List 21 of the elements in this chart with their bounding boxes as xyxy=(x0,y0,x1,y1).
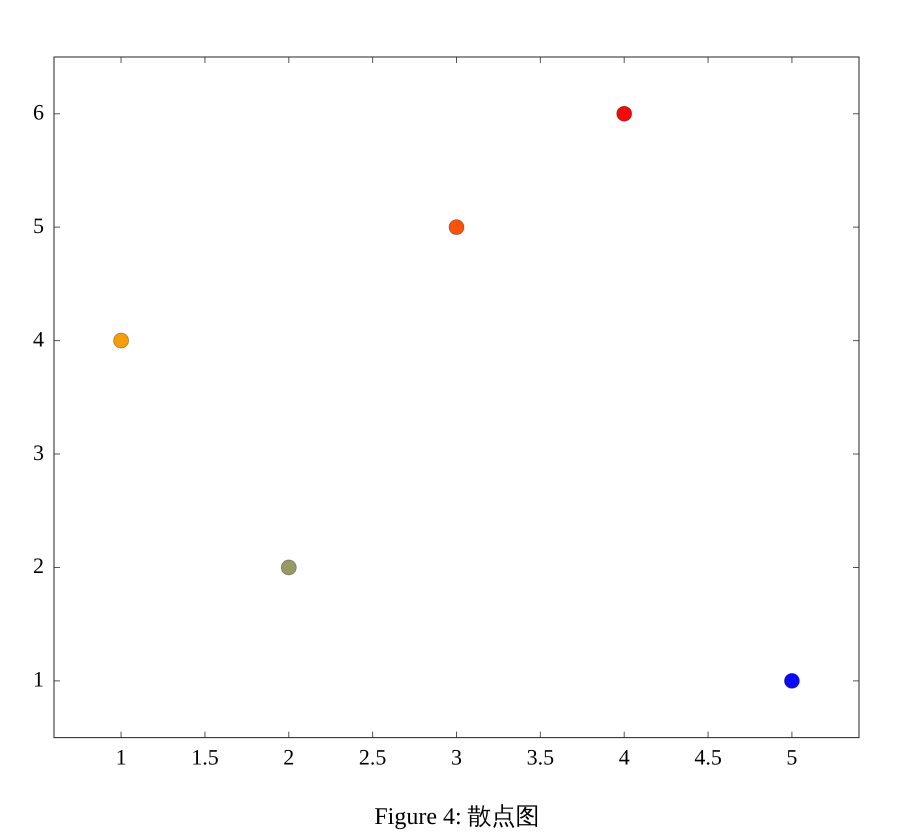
point xyxy=(113,332,129,348)
x-tick-label: 4.5 xyxy=(694,744,722,770)
x-tick-label: 1 xyxy=(116,744,127,770)
caption: Figure 4: 散点图 xyxy=(373,803,541,832)
x-tick-label: 3.5 xyxy=(526,744,554,770)
point xyxy=(784,672,800,689)
point xyxy=(448,219,464,236)
point xyxy=(280,560,297,576)
x-tick-label: 1.5 xyxy=(191,744,219,770)
y-tick-label: 2 xyxy=(33,553,44,578)
x-tick-label: 5 xyxy=(786,744,798,770)
y-tick-label: 4 xyxy=(33,326,44,352)
point xyxy=(616,106,632,122)
y-tick-label: 5 xyxy=(33,212,44,238)
y-tick-label: 1 xyxy=(33,666,44,692)
x-tick-label: 4 xyxy=(618,744,630,770)
y-tick-label: 3 xyxy=(33,440,44,465)
y-tick-label: 6 xyxy=(33,100,44,124)
x-tick-label: 2.5 xyxy=(358,744,386,770)
x-tick-label: 3 xyxy=(451,744,462,770)
x-tick-label: 2 xyxy=(283,744,294,770)
